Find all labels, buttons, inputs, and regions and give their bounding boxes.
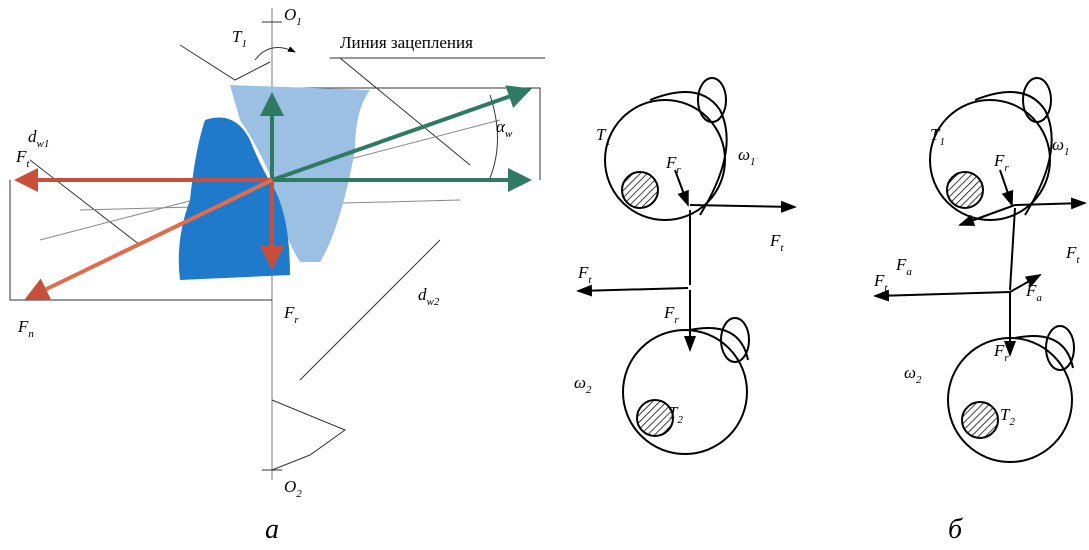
label-subscript: r [674,314,679,326]
label-base: F [665,153,677,172]
caption: б [948,514,963,545]
label-subscript: r [1004,352,1009,364]
label-subscript: a [906,266,912,278]
label: T1 [232,27,247,50]
label-subscript: w [505,128,513,140]
label-base: F [15,147,27,166]
label-base: F [769,231,781,250]
label-subscript: r [1004,162,1009,174]
label-base: ω [738,145,750,164]
label-base: O [284,477,296,496]
label-subscript: t [588,274,592,286]
label: Ft [873,271,888,294]
label: Fa [895,255,912,278]
label-subscript: 2 [916,374,922,386]
label: Fr [283,303,299,326]
label-subscript: t [780,242,784,254]
caption: а [265,514,279,545]
label: ω1 [738,145,756,168]
label: T1 [596,125,611,148]
label: Ft [15,147,30,170]
label: T2 [1000,405,1015,428]
label-base: ω [574,373,586,392]
label-base: F [1065,243,1077,262]
label-subscript: r [676,164,681,176]
gear-teeth [179,85,370,280]
label-subscript: 1 [939,136,945,148]
label-subscript: r [294,314,299,326]
label-base: ω [904,363,916,382]
label: αw [496,117,513,140]
label-base: O [284,5,296,24]
label-base: F [873,271,885,290]
label-base: F [993,151,1005,170]
label-subscript: 1 [296,16,302,28]
panel-b-drawing [578,78,795,454]
label-subscript: 2 [1009,416,1015,428]
line-of-action-label: Линия зацепления [340,33,473,52]
label: Ft [1065,243,1080,266]
label-subscript: t [1076,254,1080,266]
label-subscript: 1 [605,136,611,148]
label-subscript: 2 [296,488,302,500]
label-subscript: 2 [586,384,592,396]
label-subscript: 1 [750,156,756,168]
label: Fr [993,341,1009,364]
label-base: F [17,317,29,336]
label-subscript: a [1036,292,1042,304]
label-subscript: t [26,158,30,170]
label-subscript: 1 [1064,146,1070,158]
figure: Линия зацепления а б O1T1dw1αwFtFnFrdw2O… [0,0,1089,550]
label-base: F [895,255,907,274]
label: ω1 [1052,135,1070,158]
label-subscript: w1 [37,138,50,150]
label-base: F [577,263,589,282]
label-subscript: 2 [677,414,683,426]
label: Fr [663,303,679,326]
label-base: ω [1052,135,1064,154]
label: Ft [577,263,592,286]
label: Fa [1025,281,1042,304]
label-subscript: 1 [241,38,247,50]
label-subscript: w2 [427,296,440,308]
label: dw2 [418,285,440,308]
label: O2 [284,477,302,500]
label-base: F [283,303,295,322]
label: Fn [17,317,34,340]
label: O1 [284,5,302,28]
label: ω2 [904,363,922,386]
label-subscript: t [884,282,888,294]
label-base: F [993,341,1005,360]
label: Ft [769,231,784,254]
label: Fr [665,153,681,176]
label-base: F [1025,281,1037,300]
label-subscript: n [28,328,34,340]
label-base: F [663,303,675,322]
label: dw1 [28,127,49,150]
label: ω2 [574,373,592,396]
